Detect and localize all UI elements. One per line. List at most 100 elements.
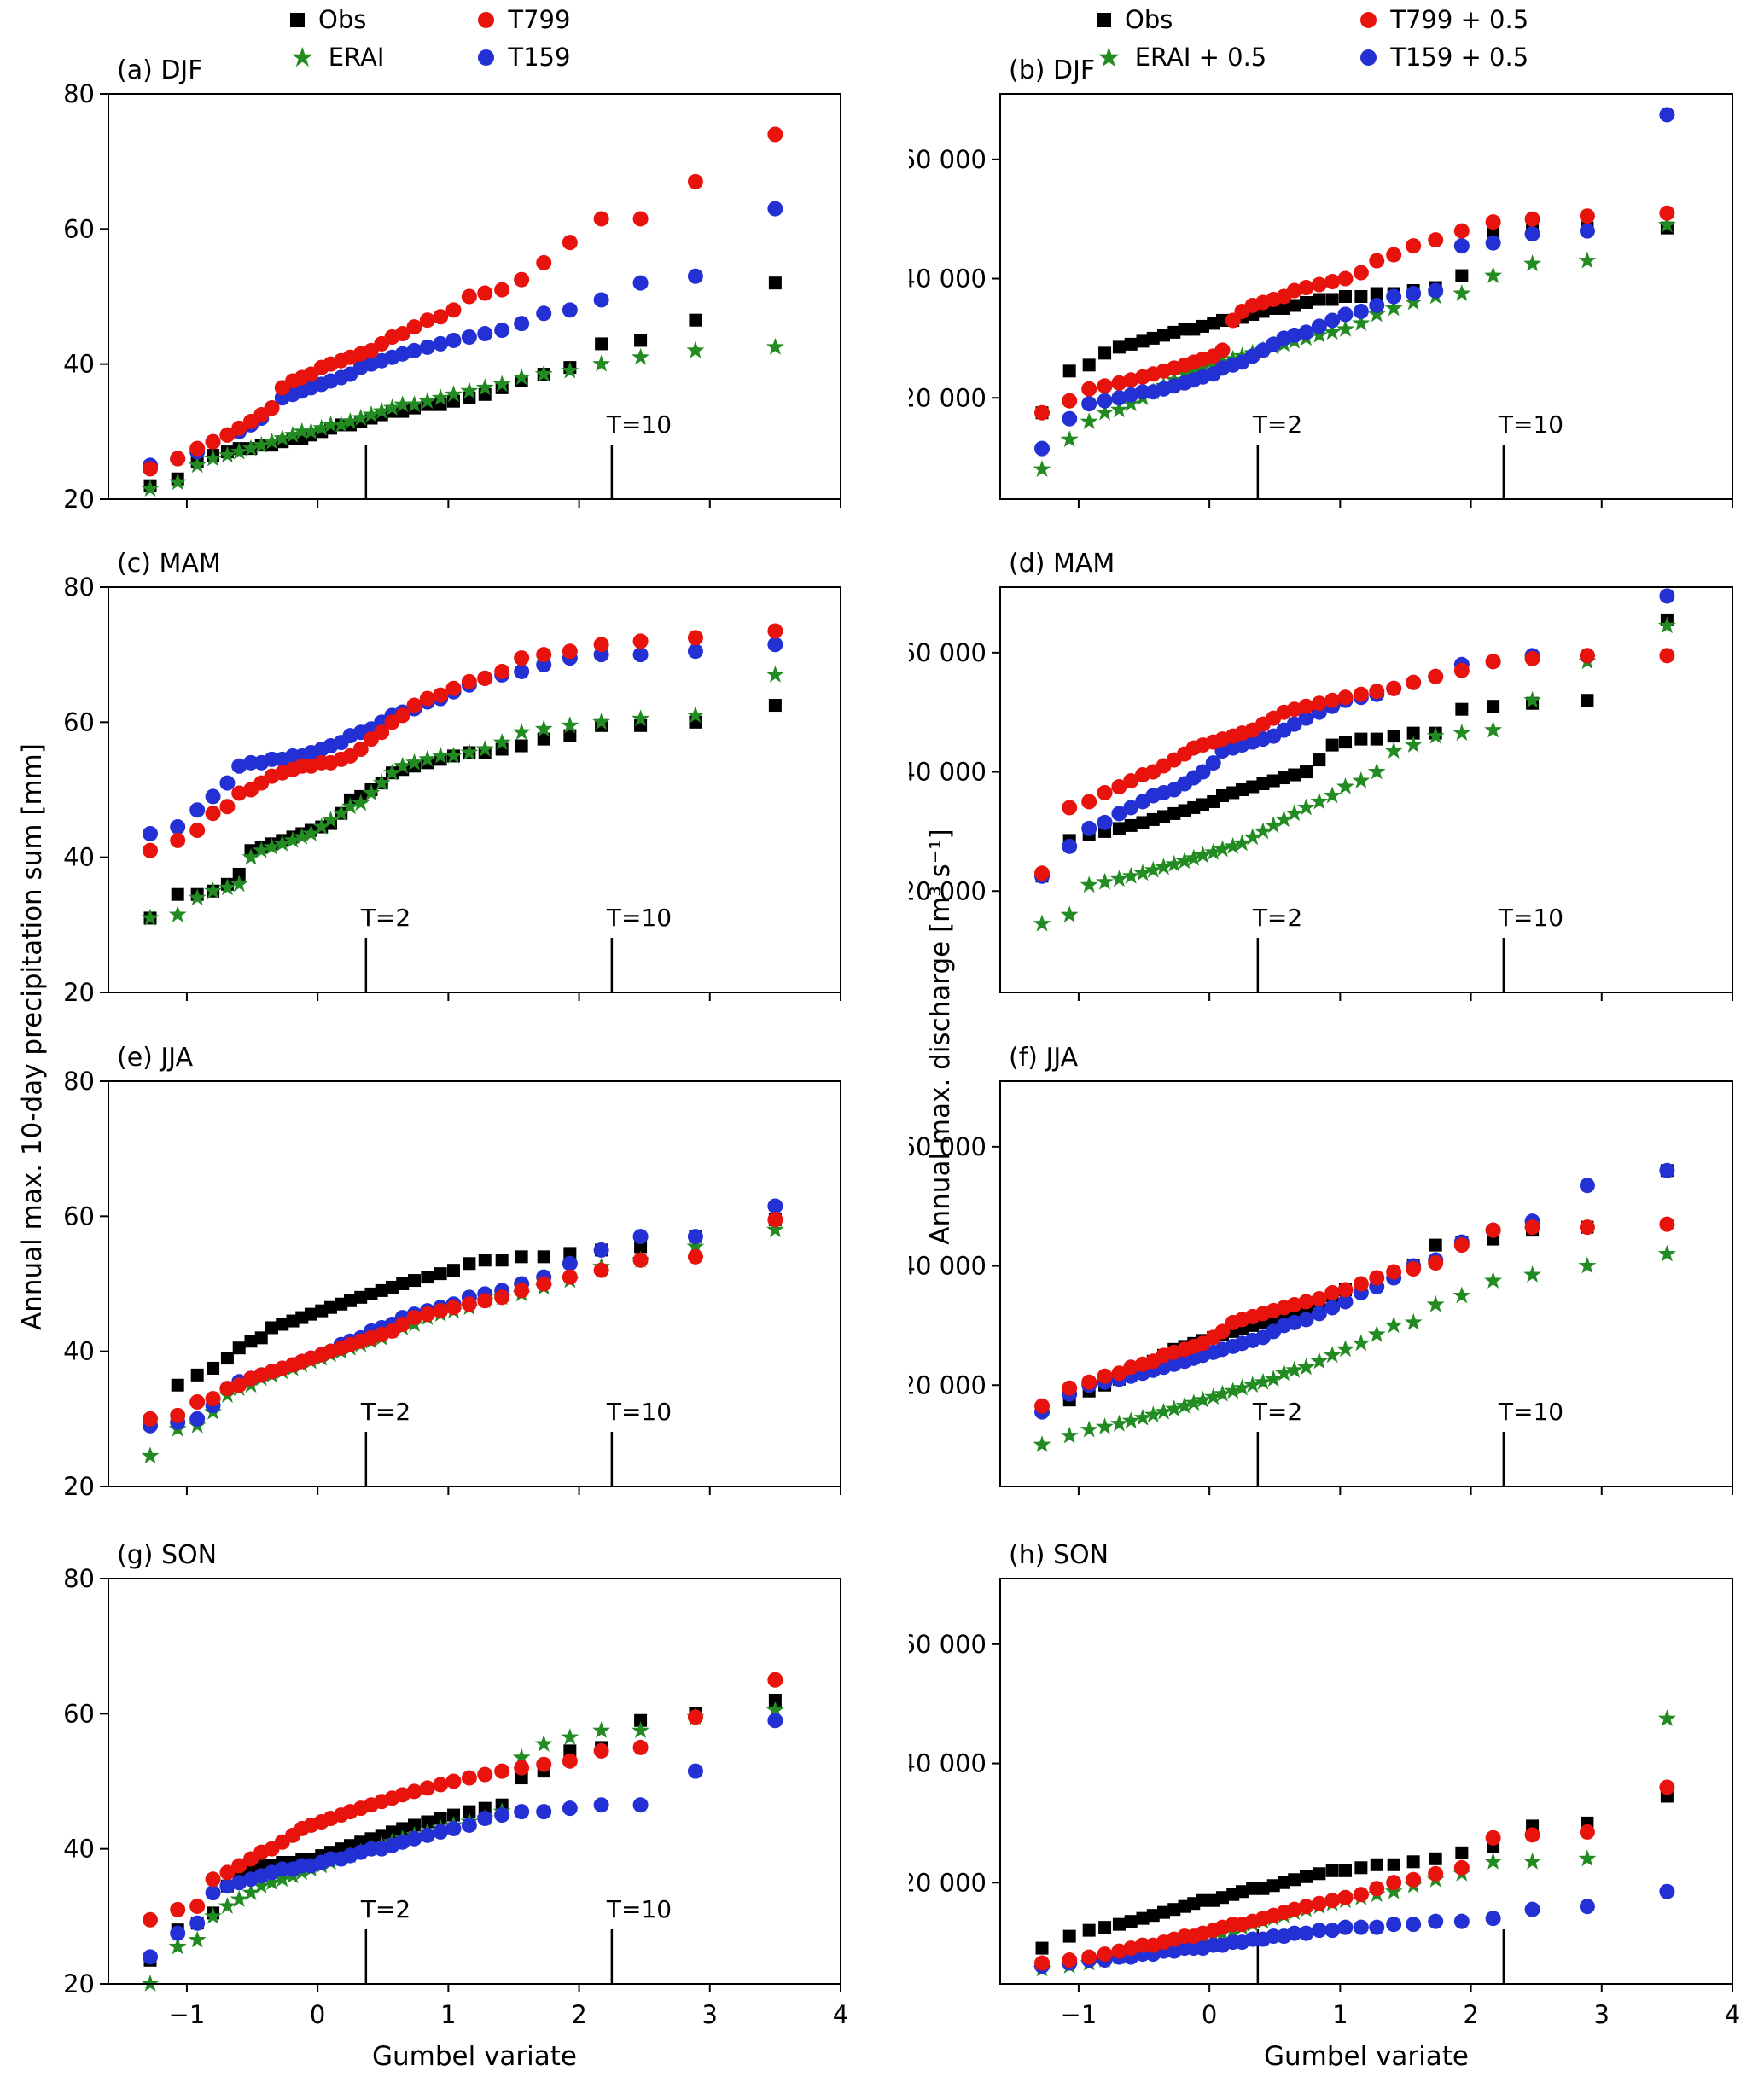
legend-label: T799: [508, 5, 571, 34]
y-tick-label: 80: [63, 1564, 95, 1593]
x-axis-ticks: [185, 992, 841, 1001]
series-obs: [143, 699, 782, 925]
axes-frame: [108, 93, 841, 500]
y-axis-ticks: 20 000 40 000 60 000: [909, 1132, 1000, 1399]
x-tick-label: 0: [310, 2000, 325, 2029]
panel-d-mam-discharge: (d) MAM T=2 T=10 20 000 40 000 60 000: [909, 538, 1754, 1084]
y-tick-label: 60: [63, 707, 95, 736]
chart-a: (a) DJF T=10 20 40 60 80: [63, 55, 841, 514]
return-period-marks: T=2 T=10: [360, 1398, 672, 1486]
return-period-label: T=10: [1498, 904, 1563, 932]
legend-label: T159: [508, 43, 571, 72]
y-axis-ticks: 20 40 60 80: [63, 1067, 108, 1501]
x-axis-ticks: [1077, 1486, 1733, 1495]
circle-marker-icon: [1360, 11, 1377, 28]
x-axis-label: Gumbel variate: [372, 2041, 577, 2072]
series-t799-0-5: [1034, 648, 1675, 881]
chart-d: (d) MAM T=2 T=10 20 000 40 000 60 000: [909, 549, 1733, 1001]
x-axis-ticks: [185, 499, 841, 508]
y-tick-label: 60: [63, 1699, 95, 1728]
return-period-label: T=2: [1252, 410, 1302, 439]
circle-marker-icon: [1360, 49, 1377, 66]
panel-f-jja-discharge: (f) JJA T=2 T=10 20 000 40 000 60 000: [909, 1032, 1754, 1578]
x-axis-ticks: −1 0 1 2 3 4: [1061, 1984, 1740, 2029]
return-period-label: T=10: [1498, 410, 1563, 439]
y-axis-ticks: 20 000 40 000 60 000: [909, 638, 1000, 905]
legend-item-t159-0-5: T159 + 0.5: [1360, 43, 1528, 72]
series-t799: [143, 623, 783, 858]
series-t799: [143, 1672, 783, 1928]
series-erai-0-5: [1033, 616, 1676, 932]
return-period-marks: T=2 T=10: [360, 1895, 672, 1983]
legend-label: Obs: [1125, 5, 1173, 34]
x-tick-label: 1: [440, 2000, 456, 2029]
x-axis-ticks: [185, 1486, 841, 1495]
axes-frame: [999, 93, 1733, 500]
x-tick-label: 0: [1202, 2000, 1217, 2029]
y-tick-label: 40 000: [909, 1749, 987, 1778]
series-obs: [1035, 613, 1674, 883]
legend-item-obs: Obs: [1097, 5, 1266, 34]
series-t799-0-5: [1034, 1779, 1675, 1971]
y-tick-label: 40: [63, 843, 95, 872]
x-tick-label: 4: [833, 2000, 848, 2029]
return-period-marks: T=2 T=10: [1252, 1398, 1563, 1486]
series-obs: [143, 1694, 782, 1967]
series-t799: [143, 1212, 783, 1427]
legend-item-erai: ★ ERAI: [290, 43, 384, 72]
y-tick-label: 20 000: [909, 1370, 987, 1399]
x-tick-label: 2: [571, 2000, 586, 2029]
axes-frame: [999, 1578, 1733, 1985]
x-axis-label: Gumbel variate: [1264, 2041, 1469, 2072]
panel-e-jja-precip: (e) JJA T=2 T=10 20 40 60 80: [17, 1032, 862, 1578]
x-tick-label: 3: [702, 2000, 718, 2029]
return-period-label: T=10: [606, 1398, 672, 1426]
axes-frame: [108, 1578, 841, 1985]
square-marker-icon: [290, 12, 305, 27]
y-tick-label: 60 000: [909, 1132, 987, 1161]
axes-frame: [108, 1080, 841, 1487]
legend-label: ERAI: [328, 43, 385, 72]
axes-frame: [108, 586, 841, 993]
chart-b: (b) DJF T=2 T=10 20 000 40 000 60 000: [909, 55, 1733, 508]
series-erai-0-5: [1033, 1709, 1676, 1977]
series-erai: [141, 665, 784, 926]
return-period-label: T=2: [1252, 1398, 1302, 1426]
y-tick-label: 20 000: [909, 383, 987, 412]
legend-right: Obs T799 + 0.5 ★ ERAI + 0.5 T159 + 0.5: [1097, 5, 1528, 72]
x-tick-label: −1: [169, 2000, 206, 2029]
x-axis-ticks: [1077, 992, 1733, 1001]
circle-marker-icon: [478, 11, 495, 28]
series-t799-0-5: [1034, 1216, 1675, 1414]
x-tick-label: 3: [1594, 2000, 1610, 2029]
panel-g-son-precip: (g) SON T=2 T=10 −1 0 1 2 3 4 20 40 60 80 Gumbel vari…: [17, 1529, 862, 2075]
y-tick-label: 40 000: [909, 265, 987, 294]
series-erai: [141, 1701, 784, 1992]
y-tick-label: 40: [63, 1835, 95, 1864]
series-erai: [141, 337, 784, 497]
circle-marker-icon: [478, 49, 495, 66]
y-tick-label: 40: [63, 350, 95, 379]
y-tick-label: 80: [63, 1067, 95, 1096]
square-marker-icon: [1097, 12, 1111, 27]
y-tick-label: 60 000: [909, 1630, 987, 1659]
return-period-label: T=2: [360, 1398, 410, 1426]
y-axis-ticks: 20 40 60 80: [63, 573, 108, 1007]
series-obs: [143, 1213, 782, 1429]
y-tick-label: 80: [63, 573, 95, 602]
legend-item-t799-0-5: T799 + 0.5: [1360, 5, 1528, 34]
return-period-label: T=10: [606, 1895, 672, 1923]
legend-label: T159 + 0.5: [1390, 43, 1529, 72]
y-axis-ticks: 20 000 40 000 60 000: [909, 1630, 1000, 1897]
legend-item-t159: T159: [478, 43, 570, 72]
legend-item-erai-0-5: ★ ERAI + 0.5: [1097, 43, 1266, 72]
panel-title: (a) DJF: [117, 55, 203, 85]
y-tick-label: 60: [63, 214, 95, 243]
panel-title: (c) MAM: [117, 549, 221, 579]
y-tick-label: 40 000: [909, 1252, 987, 1281]
return-period-label: T=10: [1498, 1398, 1563, 1426]
axes-frame: [999, 586, 1733, 993]
y-axis-ticks: 20 40 60 80: [63, 1564, 108, 1998]
x-tick-label: 2: [1463, 2000, 1478, 2029]
